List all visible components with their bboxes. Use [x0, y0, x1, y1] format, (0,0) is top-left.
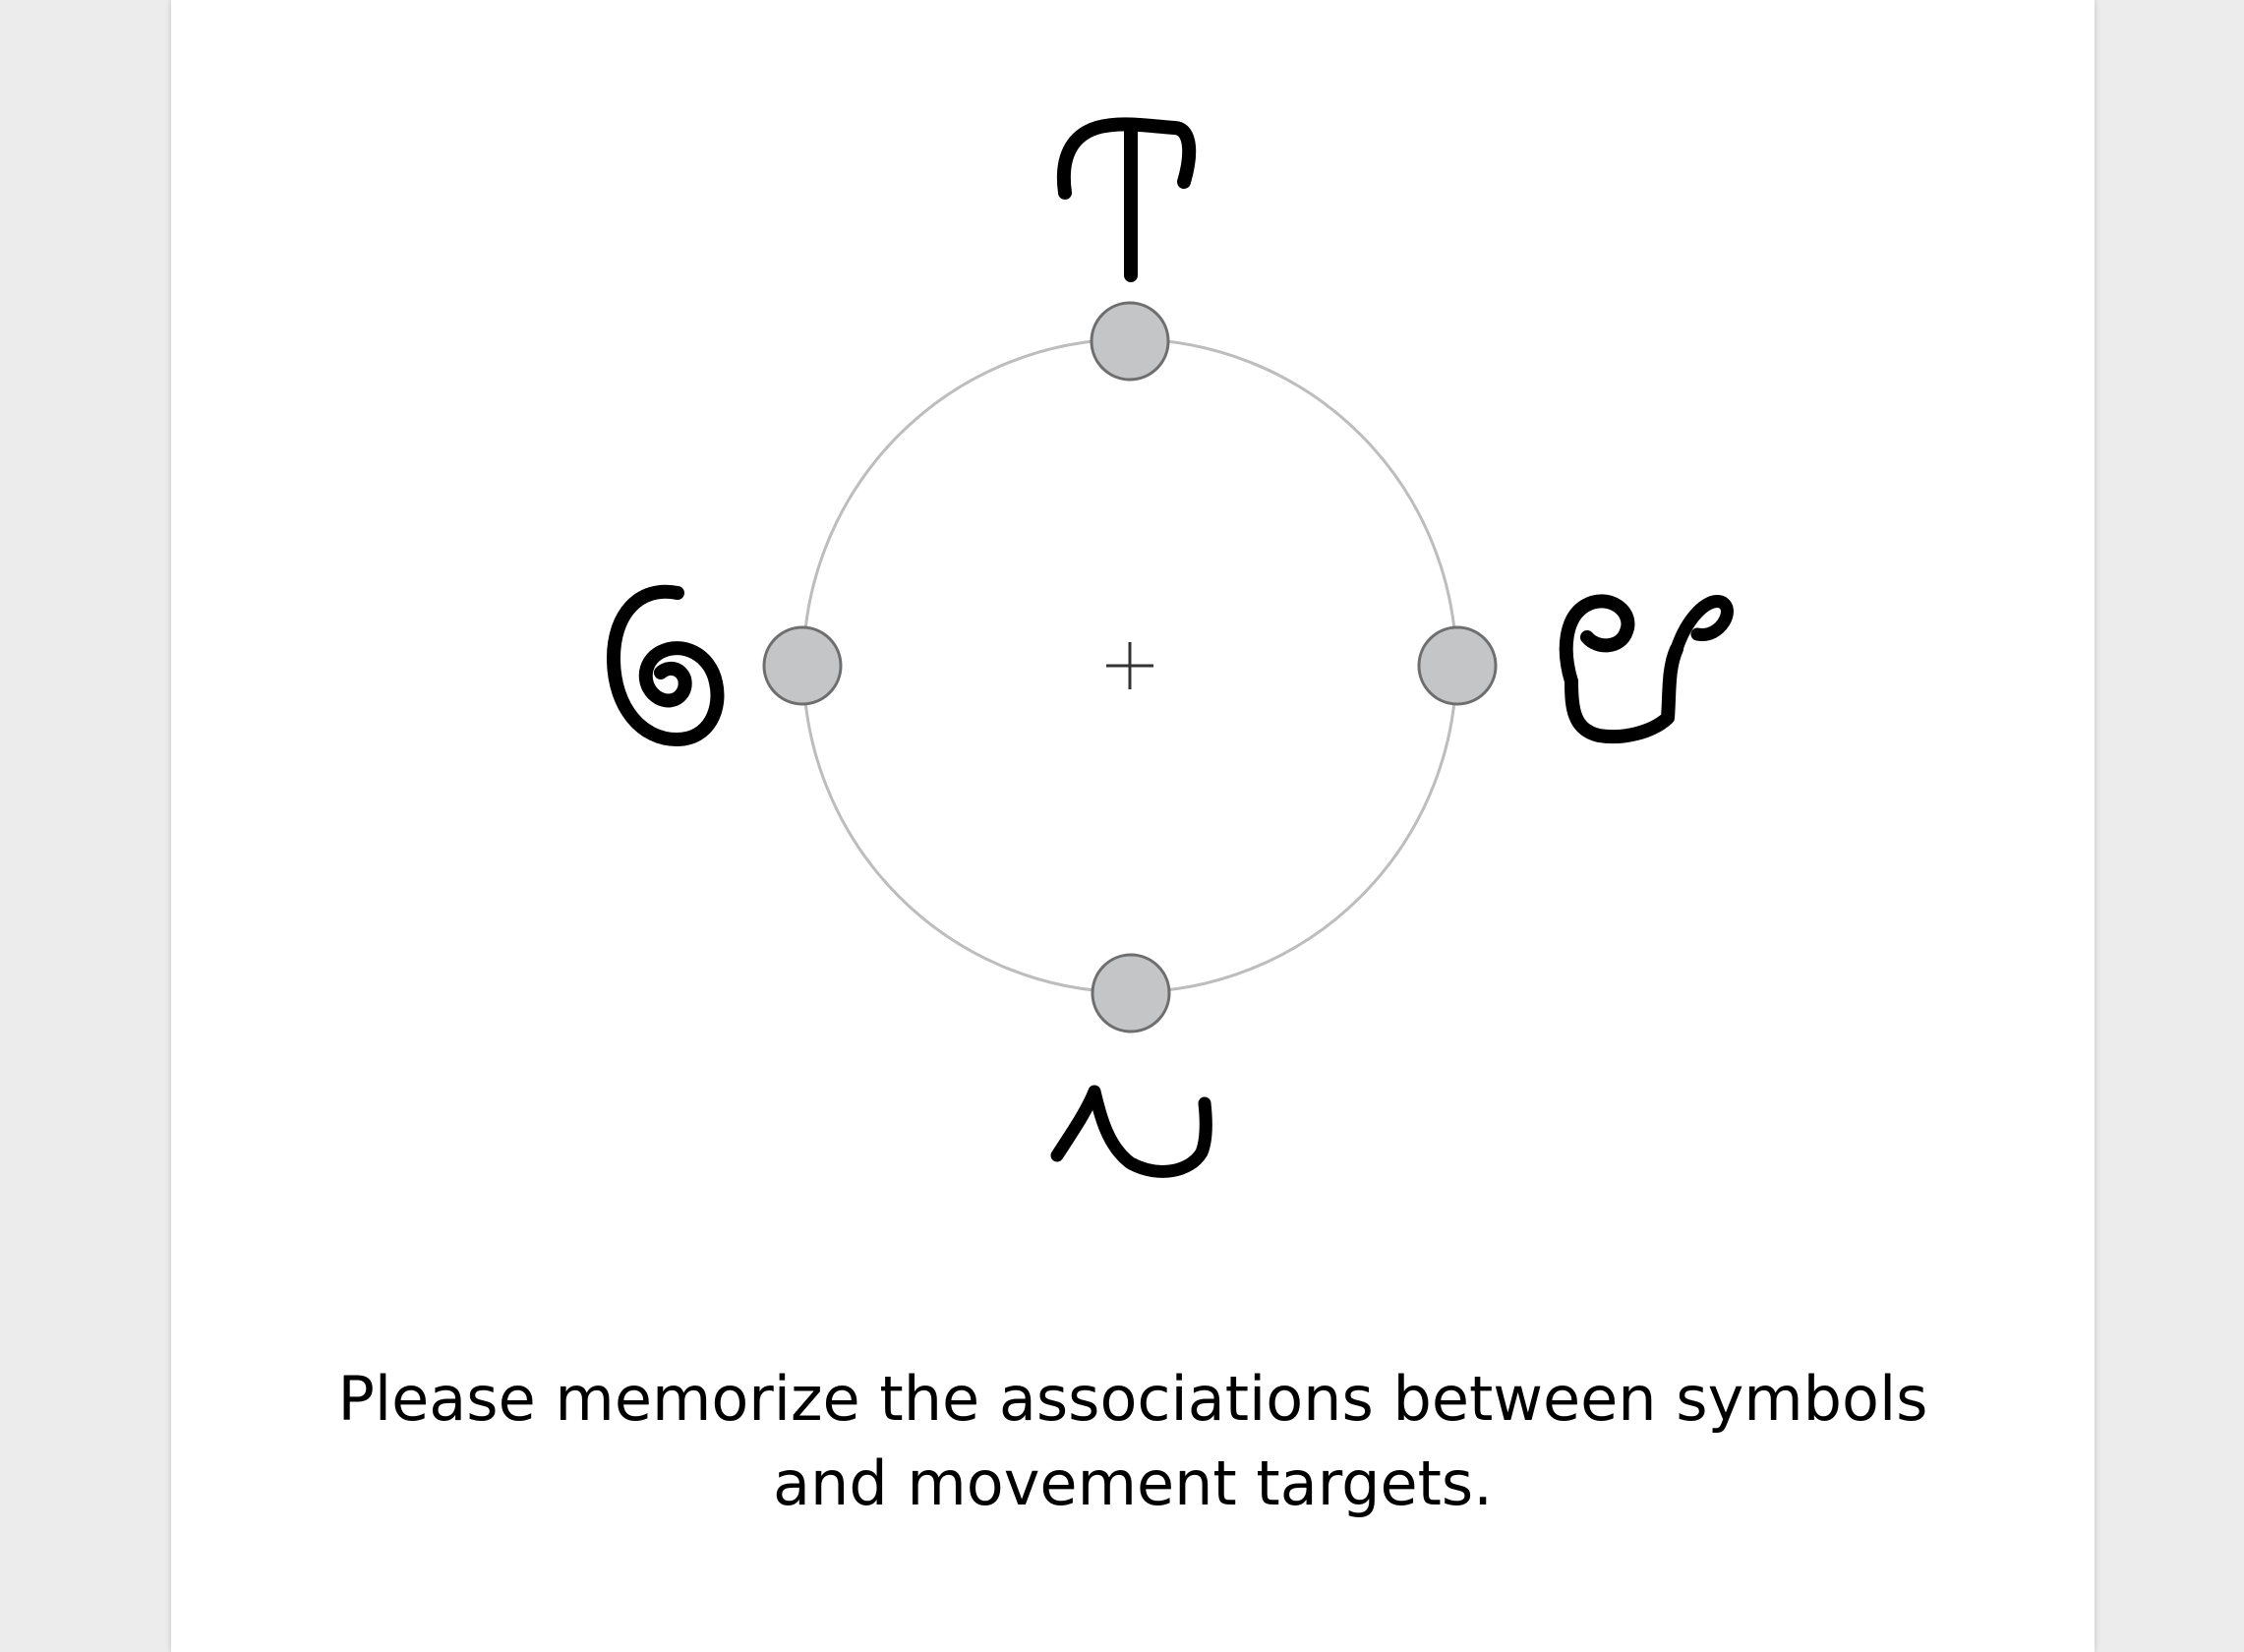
target-top[interactable]	[1090, 301, 1170, 382]
instruction-line-1: Please memorize the associations between…	[337, 1363, 1928, 1435]
anchor-glyph-icon	[1057, 117, 1197, 282]
target-right[interactable]	[1417, 625, 1498, 706]
loop-glyph-icon	[1559, 594, 1734, 744]
spiral-glyph-icon	[606, 584, 725, 746]
wave-glyph-icon	[1050, 1085, 1212, 1178]
fixation-cross	[1106, 642, 1153, 689]
instruction-text: Please memorize the associations between…	[171, 1357, 2095, 1526]
target-bottom[interactable]	[1091, 953, 1171, 1033]
instruction-line-2: and movement targets.	[773, 1447, 1493, 1519]
target-left[interactable]	[762, 625, 843, 706]
